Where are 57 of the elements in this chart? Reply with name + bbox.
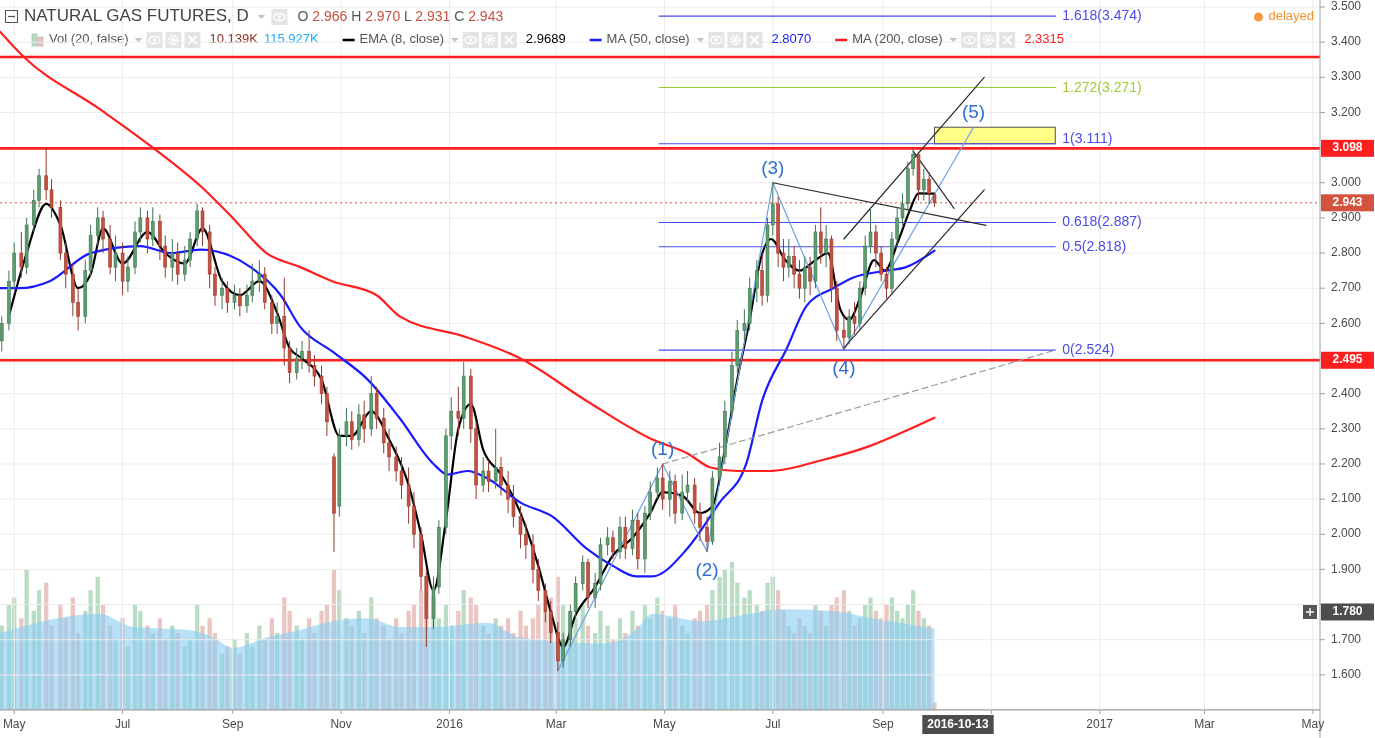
x-tick-label: May bbox=[2, 717, 26, 732]
annotation: delayed bbox=[1268, 8, 1314, 24]
y-tick-label: 2.400 bbox=[1331, 385, 1362, 400]
annotation: (1) bbox=[651, 437, 675, 459]
y-tick-label: 1.600 bbox=[1331, 667, 1362, 682]
y-tick-label: 2.600 bbox=[1331, 315, 1362, 330]
annotation: 10.139K bbox=[209, 31, 259, 47]
series-label: 1.618(3.474) bbox=[1062, 6, 1142, 23]
annotation: 2.9689 bbox=[525, 31, 566, 47]
series-label: 1.272(3.271) bbox=[1062, 78, 1142, 95]
x-tick-label: Mar bbox=[545, 717, 567, 732]
text: 1.780 bbox=[1332, 604, 1363, 619]
annotation: (4) bbox=[832, 357, 856, 379]
text: O 2.966 H 2.970 L 2.931 C 2.943 bbox=[297, 7, 504, 24]
x-tick-label: May bbox=[653, 717, 676, 732]
ref-line-label: 3.098 bbox=[1332, 140, 1363, 155]
text: 2016-10-13 bbox=[927, 717, 990, 732]
series-label: 1(3.111) bbox=[1062, 130, 1113, 147]
y-tick-label: 2.000 bbox=[1331, 526, 1362, 541]
annotation: (3) bbox=[761, 156, 785, 178]
y-tick-label: 3.200 bbox=[1331, 104, 1362, 119]
annotation: (5) bbox=[961, 101, 986, 123]
y-tick-label: 2.700 bbox=[1331, 280, 1362, 295]
ref-line-label: 2.943 bbox=[1332, 194, 1363, 209]
ref-line-label: 2.495 bbox=[1332, 352, 1363, 367]
legend-label: EMA (8, close) bbox=[359, 31, 445, 47]
x-tick-label: Mar bbox=[1194, 717, 1215, 732]
chart-title: NATURAL GAS FUTURES, D bbox=[24, 6, 249, 26]
legend-label: MA (200, close) bbox=[852, 31, 943, 47]
annotation: 2.8070 bbox=[771, 31, 812, 47]
x-tick-label: May bbox=[1301, 717, 1325, 732]
y-tick-label: 3.300 bbox=[1331, 69, 1362, 84]
annotation: 115.927K bbox=[263, 31, 319, 47]
x-tick-label: Sep bbox=[872, 717, 894, 732]
legend-label: Vol (20, false) bbox=[49, 31, 129, 47]
annotation: 2.3315 bbox=[1024, 31, 1064, 47]
series-label: 0.618(2.887) bbox=[1062, 213, 1142, 230]
y-tick-label: 3.500 bbox=[1331, 0, 1362, 14]
y-tick-label: 3.000 bbox=[1331, 174, 1362, 189]
y-tick-label: 2.900 bbox=[1331, 210, 1362, 225]
x-tick-label: Sep bbox=[222, 717, 244, 732]
y-tick-label: 2.200 bbox=[1331, 456, 1362, 471]
y-tick-label: 2.300 bbox=[1331, 420, 1362, 435]
x-tick-label: 2017 bbox=[1086, 717, 1114, 732]
legend-label: MA (50, close) bbox=[606, 31, 690, 47]
annotation: (2) bbox=[695, 558, 719, 580]
y-tick-label: 2.800 bbox=[1331, 245, 1362, 260]
y-tick-label: 3.400 bbox=[1331, 34, 1362, 49]
series-label: 0(2.524) bbox=[1062, 340, 1115, 357]
x-tick-label: Jul bbox=[114, 717, 131, 732]
series-label: 0.5(2.818) bbox=[1062, 237, 1127, 254]
y-tick-label: 1.700 bbox=[1331, 631, 1362, 646]
y-tick-label: 2.100 bbox=[1331, 491, 1362, 506]
y-tick-label: 1.900 bbox=[1331, 561, 1362, 576]
x-tick-label: Jul bbox=[765, 717, 781, 732]
x-tick-label: Nov bbox=[330, 717, 352, 732]
x-tick-label: 2016 bbox=[436, 717, 464, 732]
